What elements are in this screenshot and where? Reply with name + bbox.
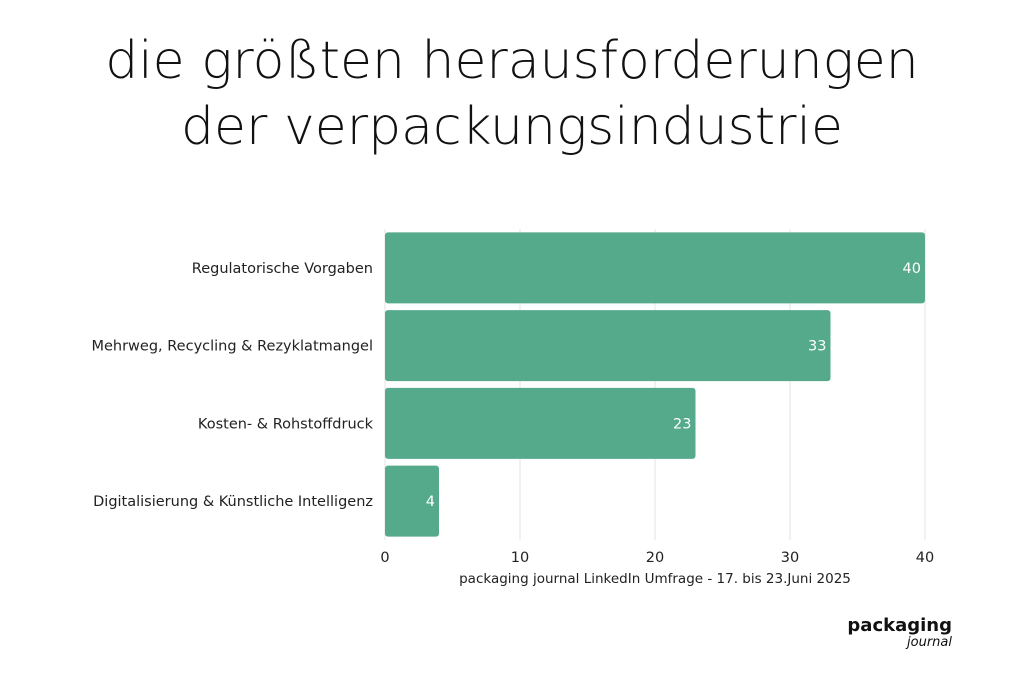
bar-3 xyxy=(385,465,439,537)
category-label-1: Mehrweg, Recycling & Rezyklatmangel xyxy=(91,339,373,355)
brand-name: packaging xyxy=(847,615,952,636)
data-label-3: 4 xyxy=(426,494,435,510)
bar-0 xyxy=(385,232,925,304)
category-label-2: Kosten- & Rohstoffdruck xyxy=(198,416,374,432)
category-label-0: Regulatorische Vorgaben xyxy=(192,261,373,277)
chart-title: die größten herausforderungen der verpac… xyxy=(0,28,1024,160)
chart-title-line-2: der verpackungsindustrie xyxy=(181,97,843,157)
x-tick-label-20: 20 xyxy=(646,550,664,566)
data-label-0: 40 xyxy=(903,261,921,277)
brand-sub: journal xyxy=(907,635,952,650)
bar-2 xyxy=(385,387,696,459)
brand-logo: packaging journal xyxy=(800,616,952,650)
labels: 0 10 20 30 40 40 Regulatorische Vorgaben 33 Mehr… xyxy=(91,261,934,566)
data-label-2: 23 xyxy=(673,416,691,432)
x-axis-label: packaging journal LinkedIn Umfrage - 17.… xyxy=(459,571,851,587)
x-tick-label-40: 40 xyxy=(916,550,934,566)
bars xyxy=(385,232,925,537)
data-label-1: 33 xyxy=(808,339,826,355)
x-tick-label-10: 10 xyxy=(511,550,529,566)
category-label-3: Digitalisierung & Künstliche Intelligenz xyxy=(93,494,373,510)
x-tick-label-30: 30 xyxy=(781,550,799,566)
x-tick-label-0: 0 xyxy=(380,550,389,566)
bar-1 xyxy=(385,310,831,382)
chart-title-line-1: die größten herausforderungen xyxy=(105,31,919,91)
